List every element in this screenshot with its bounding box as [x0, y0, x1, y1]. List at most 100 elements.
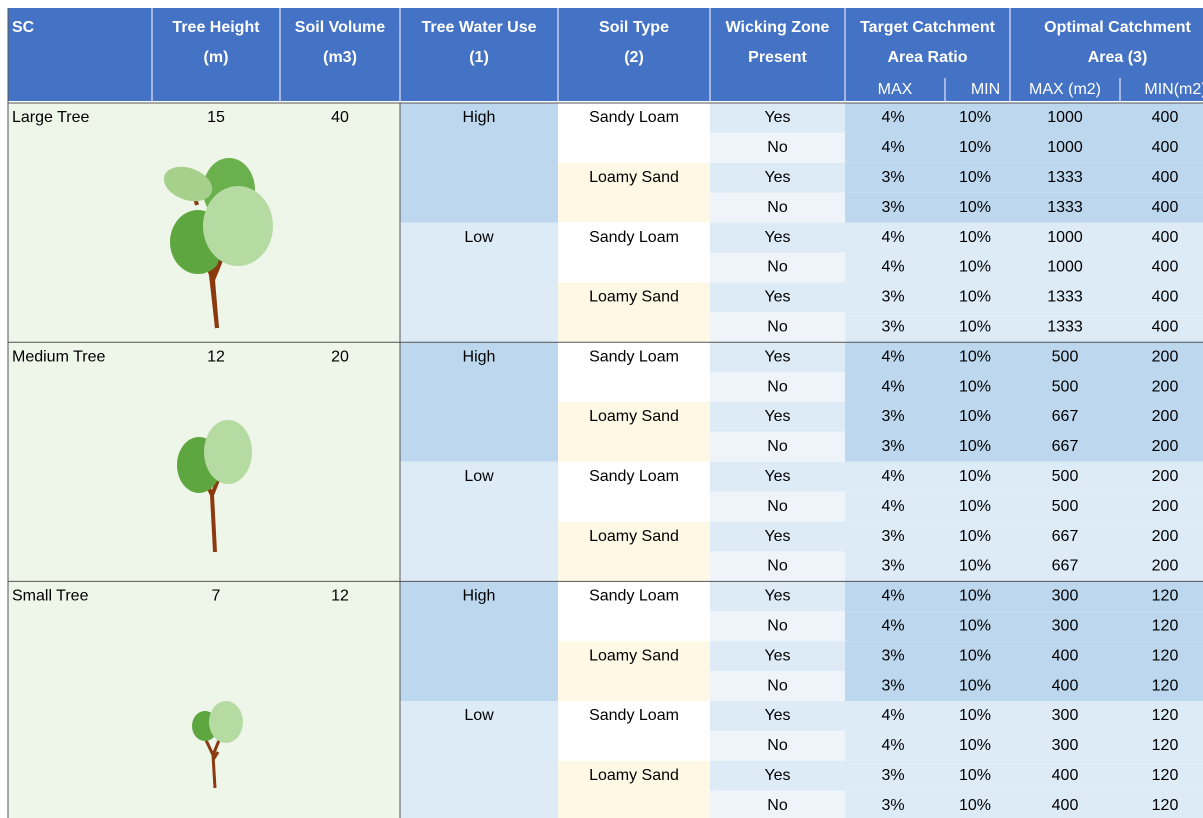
soil-type: Sandy Loam — [589, 468, 679, 485]
ratio-bg — [845, 282, 1203, 313]
ratio-bg — [845, 312, 1203, 343]
cell-value: 400 — [1152, 289, 1179, 306]
cell-value: 667 — [1052, 408, 1079, 425]
cell-value: 120 — [1152, 617, 1179, 634]
cell-value: 4% — [881, 139, 904, 156]
tree-height: 15 — [207, 109, 225, 126]
ratio-bg — [845, 252, 1203, 283]
water-use: High — [463, 588, 496, 605]
cell-value: 4% — [881, 737, 904, 754]
cell-value: 400 — [1152, 169, 1179, 186]
cell-value: 10% — [959, 707, 991, 724]
cell-value: No — [767, 199, 788, 216]
cell-value: 400 — [1052, 647, 1079, 664]
soil-bg — [558, 282, 710, 343]
ratio-bg — [845, 581, 1203, 612]
cell-value: 4% — [881, 588, 904, 605]
wicking-bg — [710, 132, 845, 163]
small-tree-icon — [192, 701, 243, 789]
cell-value: 200 — [1152, 468, 1179, 485]
soil-type: Sandy Loam — [589, 229, 679, 246]
cell-value: 10% — [959, 438, 991, 455]
header-label: (m3) — [323, 49, 357, 66]
header-label: Tree Water Use — [421, 19, 536, 36]
cell-value: 400 — [1152, 199, 1179, 216]
cell-value: 3% — [881, 558, 904, 575]
cell-value: 1000 — [1047, 259, 1083, 276]
ratio-bg — [845, 671, 1203, 701]
cell-value: No — [767, 498, 788, 515]
soil-type: Loamy Sand — [589, 169, 679, 186]
ratio-bg — [845, 760, 1203, 791]
water-use: High — [463, 348, 496, 365]
cell-value: No — [767, 438, 788, 455]
cell-value: Yes — [764, 767, 790, 784]
header-label: Target Catchment — [860, 19, 996, 36]
soil-bg — [558, 701, 710, 761]
wicking-bg — [710, 491, 845, 522]
header-bg — [8, 8, 1203, 101]
water-use-bg — [400, 103, 558, 223]
cell-value: 10% — [959, 378, 991, 395]
ratio-bg — [845, 192, 1203, 223]
tree-class: Medium Tree — [12, 348, 105, 365]
cell-value: 200 — [1152, 558, 1179, 575]
cell-value: 200 — [1152, 348, 1179, 365]
table: SC Tree Height (m) Soil Volume (m3) Tree Wate… — [7, 8, 1203, 818]
soil-bg — [558, 103, 710, 163]
soil-type: Sandy Loam — [589, 109, 679, 126]
cell-value: 300 — [1052, 617, 1079, 634]
cell-value: 500 — [1052, 348, 1079, 365]
header-label: Soil Type — [599, 19, 669, 36]
cell-value: 3% — [881, 647, 904, 664]
wicking-bg — [710, 312, 845, 343]
cell-value: 120 — [1152, 737, 1179, 754]
cell-value: 500 — [1052, 498, 1079, 515]
soil-bg — [558, 760, 710, 818]
cell-value: 10% — [959, 318, 991, 335]
ratio-bg — [845, 103, 1203, 133]
ratio-bg — [845, 491, 1203, 522]
cell-value: 3% — [881, 677, 904, 694]
subheader-label: MAX (m2) — [1029, 81, 1101, 98]
cell-value: 500 — [1052, 468, 1079, 485]
wicking-bg — [710, 641, 845, 672]
water-use-bg — [400, 461, 558, 582]
cell-value: 10% — [959, 677, 991, 694]
cell-value: 400 — [1052, 797, 1079, 814]
header-label: (1) — [469, 49, 489, 66]
cell-value: No — [767, 797, 788, 814]
medium-tree-icon — [177, 420, 252, 553]
wicking-bg — [710, 103, 845, 133]
subheader-label: MIN(m2) — [1144, 81, 1203, 98]
ratio-bg — [845, 461, 1203, 492]
wicking-bg — [710, 342, 845, 373]
cell-value: 10% — [959, 408, 991, 425]
water-use: Low — [464, 229, 494, 246]
cell-value: No — [767, 617, 788, 634]
cell-value: Yes — [764, 348, 790, 365]
header-label: Area (3) — [1088, 49, 1148, 66]
cell-value: No — [767, 737, 788, 754]
cell-value: Yes — [764, 289, 790, 306]
wicking-bg — [710, 252, 845, 283]
soil-bg — [558, 342, 710, 402]
cell-value: 1000 — [1047, 109, 1083, 126]
ratio-bg — [845, 551, 1203, 582]
cell-value: 200 — [1152, 408, 1179, 425]
wicking-bg — [710, 730, 845, 761]
cell-value: 10% — [959, 348, 991, 365]
ratio-bg — [845, 641, 1203, 672]
cell-value: 120 — [1152, 588, 1179, 605]
header-label: Wicking Zone — [726, 19, 830, 36]
header-label: (2) — [624, 49, 644, 66]
cell-value: 200 — [1152, 528, 1179, 545]
ratio-bg — [845, 431, 1203, 462]
cell-value: 10% — [959, 229, 991, 246]
cell-value: Yes — [764, 468, 790, 485]
cell-value: Yes — [764, 528, 790, 545]
cell-value: 10% — [959, 468, 991, 485]
cell-value: 400 — [1152, 259, 1179, 276]
header-label: SC — [12, 19, 35, 36]
